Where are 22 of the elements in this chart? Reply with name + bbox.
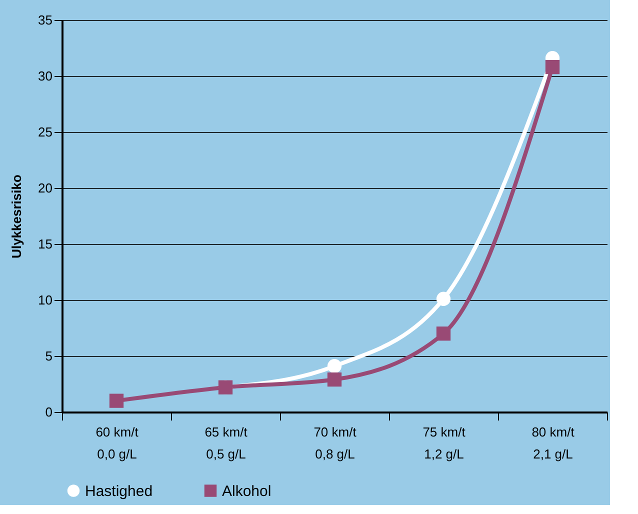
y-tick-label: 10 [38, 292, 52, 308]
y-tick-label: 5 [45, 348, 52, 364]
y-tick-label: 35 [38, 12, 52, 28]
point [436, 326, 451, 341]
y-tick-label: 0 [45, 404, 52, 420]
x-tick-label: 65 km/t 0,5 g/L [204, 424, 248, 462]
point [545, 60, 560, 74]
point [327, 359, 342, 374]
legend-label: Hastighed [85, 482, 153, 500]
legend-label: Alkohol [222, 482, 272, 500]
y-tick-label: 15 [38, 236, 52, 252]
x-tick-label: 75 km/t 1,2 g/L [422, 424, 466, 462]
y-axis-title: Ulykkesrisiko [9, 174, 24, 258]
point [109, 394, 124, 408]
point [327, 372, 342, 387]
x-tick-label: 80 km/t 2,1 g/L [532, 424, 575, 462]
x-tick-label: 60 km/t 0,0 g/L [96, 424, 139, 462]
x-tick-label: 70 km/t 0,8 g/L [314, 424, 357, 462]
y-tick-label: 30 [38, 68, 52, 84]
y-tick-label: 20 [38, 180, 52, 196]
y-tick-label: 25 [38, 124, 52, 140]
point [436, 292, 451, 306]
